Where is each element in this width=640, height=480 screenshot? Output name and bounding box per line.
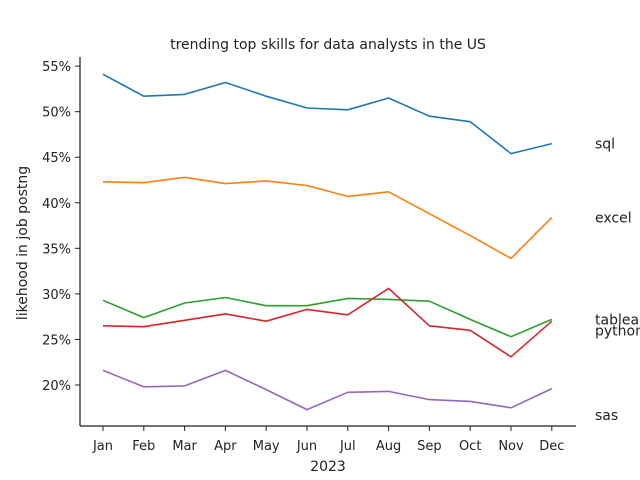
x-tick-label: Aug: [376, 439, 401, 454]
series-line-excel: [102, 176, 553, 260]
y-tick-label: 55%: [42, 60, 71, 75]
y-tick-label: 30%: [42, 288, 71, 303]
y-tick-label: 35%: [42, 242, 71, 257]
y-tick-label: 50%: [42, 106, 71, 121]
series-label-sql: sql: [595, 137, 615, 153]
chart-axes: 20% 25% 30% 35% 40% 45% 50% 55% Jan Feb Mar Apr May J…: [42, 57, 576, 454]
y-tick-label: 45%: [42, 151, 71, 166]
series-label-excel: excel: [595, 210, 632, 226]
series-label-python: python: [595, 323, 640, 339]
series-line-sas: [102, 369, 553, 411]
y-tick-label: 20%: [42, 379, 71, 394]
x-tick-label: Jul: [339, 439, 356, 454]
x-tick-label: Feb: [132, 439, 155, 454]
series-label-tableau: tableau: [595, 312, 640, 328]
series-line-python: [102, 287, 553, 358]
y-tick-label: 40%: [42, 197, 71, 212]
x-tick-label: Jan: [92, 439, 113, 454]
x-tick-label: Apr: [214, 439, 237, 454]
series-label-sas: sas: [595, 408, 618, 424]
x-tick-label: Sep: [417, 439, 442, 454]
x-tick-label: Oct: [459, 439, 481, 454]
x-tick-label: Nov: [498, 439, 524, 454]
x-axis-label: 2023: [310, 459, 346, 475]
chart-title: trending top skills for data analysts in…: [170, 37, 486, 53]
x-tick-label: Dec: [539, 439, 564, 454]
y-axis-label: likehood in job postng: [15, 166, 31, 320]
x-tick-label: Mar: [172, 439, 197, 454]
x-tick-label: Jun: [296, 439, 317, 454]
series-line-tableau: [102, 296, 553, 338]
series-labels: sql excel tableaupython sas: [595, 137, 640, 425]
x-tick-label: May: [253, 439, 280, 454]
chart-series: [102, 73, 553, 411]
series-line-sql: [102, 73, 552, 155]
y-tick-label: 25%: [42, 333, 71, 348]
